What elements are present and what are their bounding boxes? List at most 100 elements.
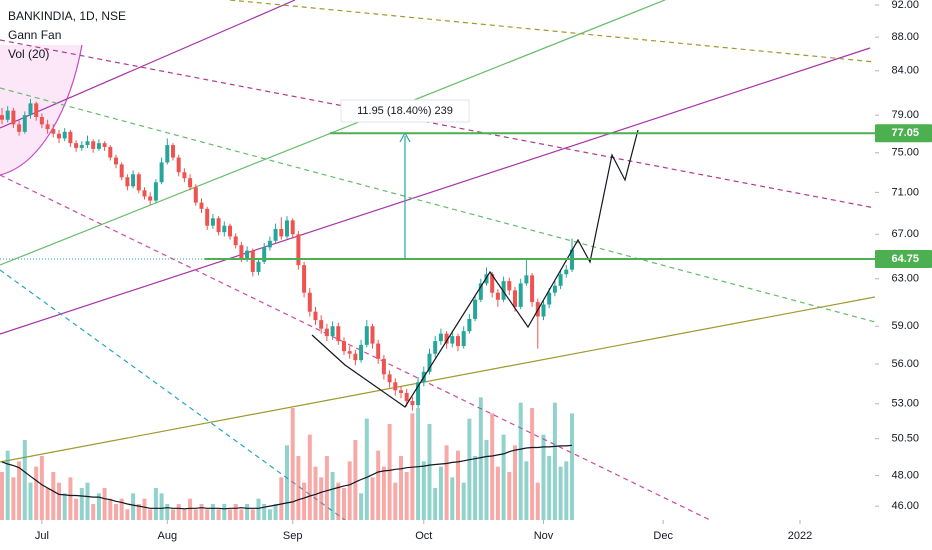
volume-bar [5, 450, 10, 520]
candle-body [501, 281, 506, 300]
price-pane [0, 98, 574, 411]
volume-bar [284, 445, 289, 520]
volume-bar [535, 482, 540, 520]
volume-bar [484, 440, 489, 520]
x-tick-label: Jul [35, 530, 49, 542]
volume-bar [39, 456, 44, 520]
volume-bar [170, 509, 175, 520]
volume-bar [0, 472, 4, 520]
candle-body [541, 304, 546, 317]
candle-body [96, 143, 101, 149]
volume-bar [347, 461, 352, 520]
volume-pane [0, 397, 574, 520]
volume-bar [302, 482, 307, 520]
volume-bar [290, 408, 295, 520]
volume-bar [233, 504, 238, 520]
candle-body [438, 333, 443, 342]
volume-bar [353, 440, 358, 520]
volume-bar [524, 461, 529, 520]
overlays: 11.95 (18.40%) 239 [0, 99, 875, 408]
candle-body [142, 190, 147, 197]
volume-bar [188, 498, 193, 520]
candle-body [404, 392, 409, 402]
volume-bar [113, 504, 118, 520]
volume-bar [273, 504, 278, 520]
volume-bar [119, 498, 124, 520]
volume-bar [564, 461, 569, 520]
volume-bar [530, 408, 535, 520]
volume-bar [199, 504, 204, 520]
candle-body [45, 124, 50, 130]
volume-bar [68, 477, 73, 520]
x-tick-label: 2022 [788, 530, 812, 542]
candle-body [148, 196, 153, 201]
volume-bar [455, 450, 460, 520]
volume-bar [467, 418, 472, 520]
volume-bar [381, 466, 386, 520]
candle-body [307, 292, 312, 312]
candle-body [131, 174, 136, 187]
candle-body [205, 208, 210, 226]
volume-bar [512, 445, 517, 520]
pattern-path [311, 129, 639, 408]
candle-body [262, 247, 267, 262]
candle-body [427, 353, 432, 372]
volume-bar [56, 482, 61, 520]
volume-bar [387, 424, 392, 520]
volume-bar [262, 504, 267, 520]
candle-body [484, 274, 489, 284]
volume-bar [142, 498, 147, 520]
candle-body [530, 275, 535, 303]
annotation: 11.95 (18.40%) 239 [357, 105, 453, 117]
y-tick-label: 56.00 [891, 358, 919, 370]
volume-bar [461, 482, 466, 520]
volume-bar [91, 504, 96, 520]
candle-body [364, 326, 369, 345]
candle-body [245, 250, 250, 259]
volume-bar [227, 509, 232, 520]
volume-bar [51, 472, 56, 520]
volume-bar [222, 504, 227, 520]
candle-body [113, 157, 118, 165]
volume-bar [558, 466, 563, 520]
price-badge [875, 124, 932, 143]
trend-line [0, 0, 296, 129]
volume-bar [108, 498, 113, 520]
volume-bar [34, 466, 39, 520]
candle-body [478, 283, 483, 300]
candle-body [279, 228, 284, 237]
candle-body [461, 331, 466, 347]
candle-body [290, 220, 295, 235]
volume-bar [478, 397, 483, 520]
candle-body [376, 343, 381, 359]
volume-bar [376, 450, 381, 520]
y-tick-label: 75.00 [891, 147, 919, 159]
candle-body [347, 351, 352, 354]
volume-bar [336, 482, 341, 520]
volume-bar [176, 504, 181, 520]
y-tick-label: 59.00 [891, 320, 919, 332]
volume-bar [324, 456, 329, 520]
candle-body [153, 182, 158, 201]
candle-body [284, 220, 289, 237]
x-tick-label: Aug [158, 530, 178, 542]
volume-bar [330, 472, 335, 520]
y-tick-label: 84.00 [891, 65, 919, 77]
candle-body [524, 275, 529, 284]
candle-body [39, 116, 44, 125]
y-tick-label: 46.00 [891, 500, 919, 512]
candle-body [512, 290, 517, 307]
drawings [0, 0, 875, 520]
volume-bar [427, 424, 432, 520]
volume-bar [193, 509, 198, 520]
candle-body [330, 326, 335, 337]
fan-line [229, 0, 875, 63]
symbol-title: BANKINDIA, 1D, NSE [8, 9, 126, 23]
candle-body [136, 174, 141, 191]
volume-bar [547, 456, 552, 520]
volume-bar [501, 434, 506, 520]
candle-body [433, 341, 438, 354]
candle-body [210, 218, 215, 226]
candle-body [455, 336, 460, 347]
volume-bar [473, 456, 478, 520]
